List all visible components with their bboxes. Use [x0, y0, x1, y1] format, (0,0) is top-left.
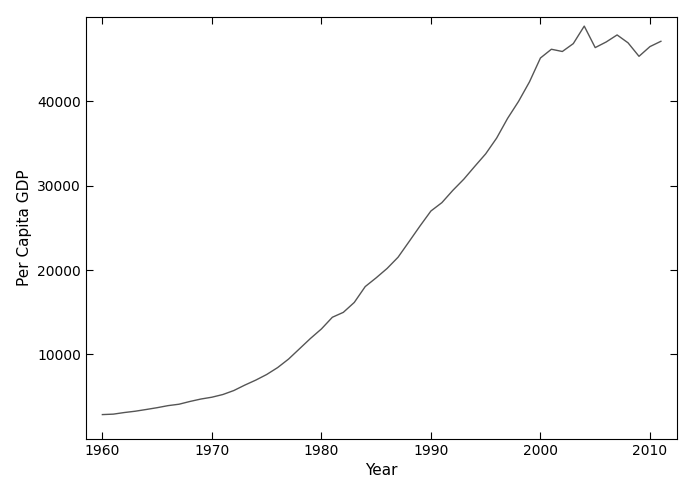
- Y-axis label: Per Capita GDP: Per Capita GDP: [17, 169, 32, 286]
- X-axis label: Year: Year: [366, 463, 398, 478]
